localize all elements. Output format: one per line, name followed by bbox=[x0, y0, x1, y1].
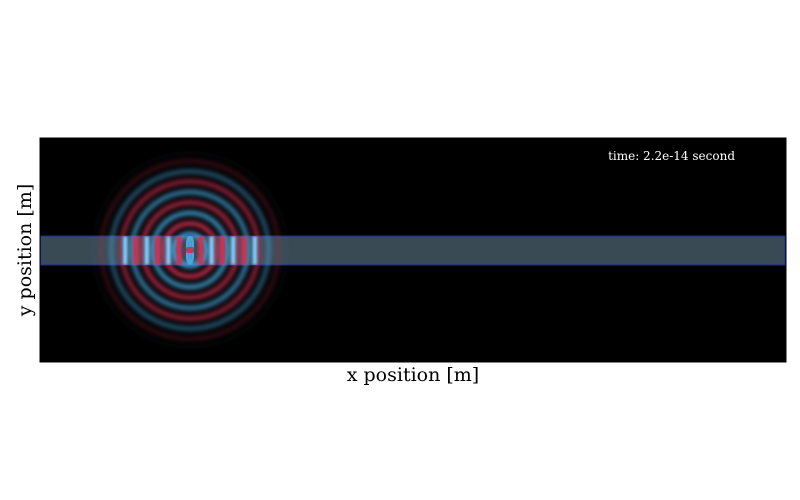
guided-fringe-highlight bbox=[167, 237, 170, 264]
wave-ring bbox=[139, 199, 241, 301]
radiated-field bbox=[87, 147, 293, 353]
guided-fringe bbox=[176, 236, 182, 265]
guided-fringe bbox=[133, 236, 139, 265]
guided-fringe bbox=[219, 236, 225, 265]
y-axis-label: y position [m] bbox=[14, 183, 36, 317]
guided-fringe bbox=[241, 236, 247, 265]
wave-ring bbox=[108, 168, 272, 332]
x-axis-label: x position [m] bbox=[346, 364, 480, 386]
wave-ring bbox=[150, 210, 230, 290]
source-field bbox=[186, 236, 194, 264]
guided-fringe-highlight bbox=[124, 237, 127, 264]
wave-ring bbox=[118, 178, 262, 322]
wave-ring bbox=[171, 231, 209, 269]
guided-mode-field bbox=[122, 236, 258, 265]
guided-fringe-highlight bbox=[145, 237, 148, 264]
wave-ring bbox=[97, 157, 283, 343]
wave-ring bbox=[87, 147, 293, 353]
time-annotation: time: 2.2e-14 second bbox=[608, 149, 735, 163]
wave-ring bbox=[129, 189, 251, 311]
guided-fringe bbox=[198, 236, 204, 265]
guided-fringe-highlight bbox=[253, 237, 256, 264]
guided-fringe bbox=[155, 236, 161, 265]
wave-ring bbox=[160, 220, 220, 280]
axes-frame bbox=[39, 137, 787, 363]
guided-fringe-highlight bbox=[210, 237, 213, 264]
guided-fringe-highlight bbox=[232, 237, 235, 264]
